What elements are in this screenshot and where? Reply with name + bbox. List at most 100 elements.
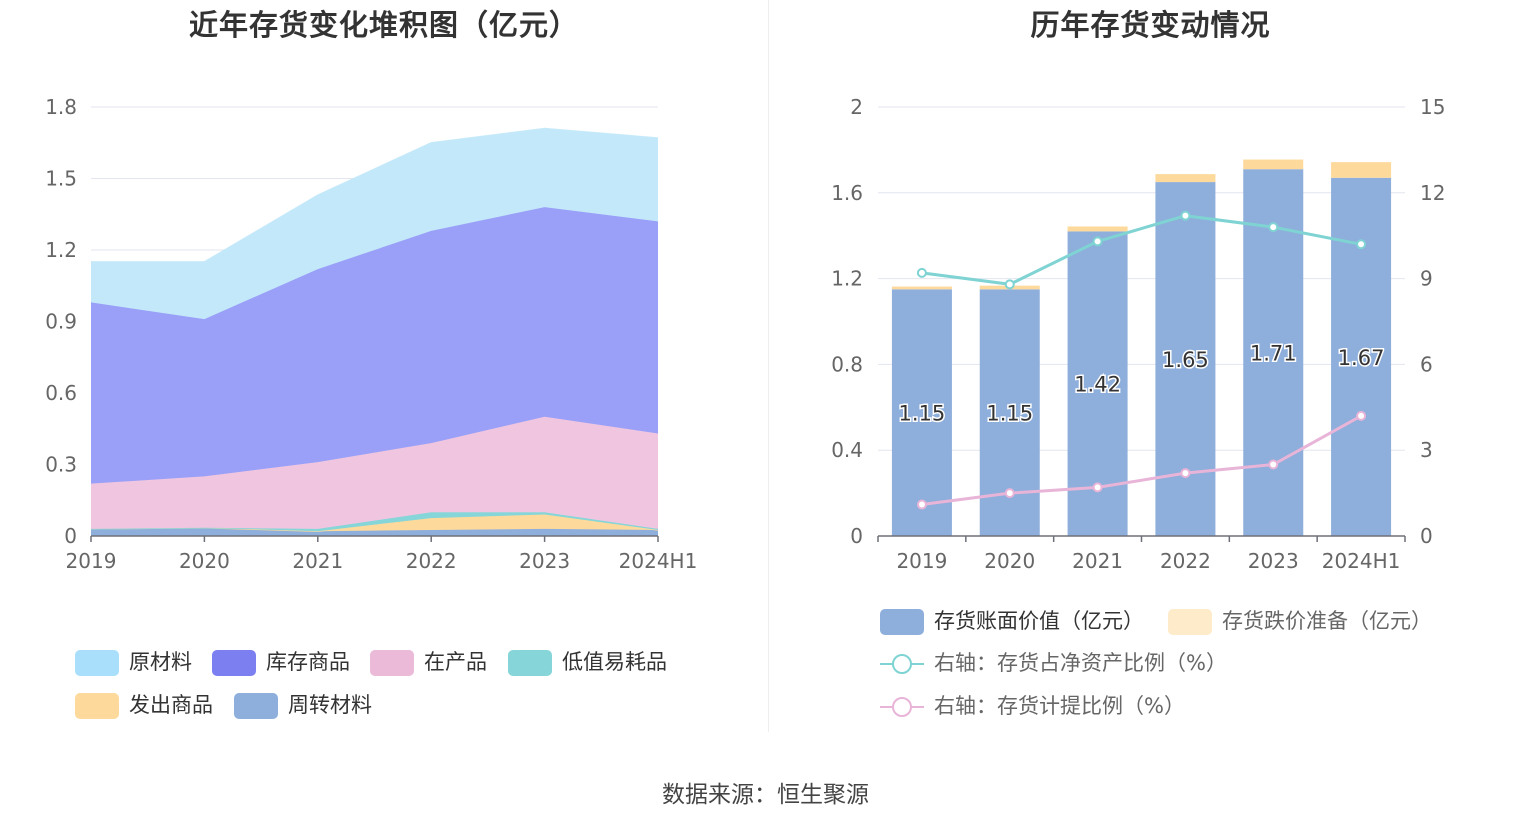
legend-item[interactable]: 周转材料 [234, 690, 372, 720]
legend-swatch [1168, 609, 1212, 635]
y-tick-label: 1.5 [45, 167, 77, 191]
x-tick-label: 2021 [292, 549, 343, 573]
line-point [1180, 210, 1191, 221]
legend-item[interactable]: 右轴：存货计提比例（%） [880, 691, 1185, 721]
legend-swatch [234, 693, 278, 719]
line-point [1356, 239, 1367, 250]
left-chart-title: 近年存货变化堆积图（亿元） [188, 8, 579, 42]
line-point [1356, 410, 1367, 421]
y-left-tick-label: 1.6 [831, 181, 863, 205]
right-chart-title: 历年存货变动情况 [1030, 8, 1271, 42]
x-tick-label: 2020 [984, 549, 1035, 573]
line-point [1180, 468, 1191, 479]
bar-impairment-reserve [1243, 159, 1304, 170]
line-inventory-to-net-assets [921, 214, 1362, 286]
legend-swatch [75, 650, 119, 676]
bar-impairment-reserve [1067, 226, 1128, 232]
legend-label: 周转材料 [288, 693, 372, 717]
line-point [1268, 459, 1279, 470]
bar-value-label: 1.15 [986, 402, 1033, 426]
legend-swatch [880, 651, 924, 677]
y-left-tick-label: 2 [850, 95, 863, 119]
right-chart-panel: 历年存货变动情况 0 0.4 0.8 1.2 1.6 2 0 3 6 9 12 15 1.15 1.15 1… [770, 0, 1531, 740]
data-source-note: 数据来源：恒生聚源 [662, 782, 869, 808]
area-发出商品 [91, 514, 658, 532]
y-tick-label: 0.6 [45, 381, 77, 405]
panel-divider [768, 0, 769, 732]
bar-book-value [1331, 177, 1392, 536]
area-edge-原材料 [91, 127, 659, 263]
area-原材料 [91, 128, 658, 320]
legend-label: 低值易耗品 [562, 650, 667, 674]
bar-value-label: 1.15 [899, 402, 946, 426]
legend-item[interactable]: 存货跌价准备（亿元） [1168, 606, 1432, 636]
x-tick-label: 2023 [1248, 549, 1299, 573]
line-point [1004, 488, 1015, 499]
legend-label: 右轴：存货计提比例（%） [934, 694, 1185, 718]
x-tick-label: 2023 [519, 549, 570, 573]
y-right-tick-label: 3 [1420, 438, 1433, 462]
bar-value-label: 1.67 [1338, 346, 1385, 370]
left-chart-panel: 近年存货变化堆积图（亿元） 0 0.3 0.6 0.9 1.2 1.5 1.8 2019 202… [0, 0, 768, 740]
legend-item[interactable]: 原材料 [75, 647, 192, 677]
y-tick-label: 0.3 [45, 453, 77, 477]
y-right-tick-label: 9 [1420, 267, 1433, 291]
y-left-tick-label: 1.2 [831, 267, 863, 291]
bar-value-label: 1.65 [1162, 348, 1209, 372]
x-tick-label: 2022 [406, 549, 457, 573]
area-低值易耗品 [91, 512, 658, 532]
stacked-area-chart: 0 0.3 0.6 0.9 1.2 1.5 1.8 2019 2020 2021 2022 2023 2… [45, 95, 698, 573]
y-left-tick-label: 0.4 [831, 438, 863, 462]
x-tick-label: 2020 [179, 549, 230, 573]
line-point [1092, 236, 1103, 247]
x-tick-label: 2024H1 [1322, 549, 1401, 573]
y-left-tick-label: 0 [850, 524, 863, 548]
legend-label: 发出商品 [129, 693, 213, 717]
x-tick-label: 2022 [1160, 549, 1211, 573]
line-point [916, 499, 927, 510]
legend-swatch [508, 650, 552, 676]
x-tick-label: 2019 [66, 549, 117, 573]
legend-item[interactable]: 低值易耗品 [508, 647, 667, 677]
legend-label: 右轴：存货占净资产比例（%） [934, 651, 1227, 675]
bar-impairment-reserve [1155, 174, 1216, 183]
legend-swatch [880, 694, 924, 720]
bar-impairment-reserve [1331, 162, 1392, 178]
bar-line-chart: 0 0.4 0.8 1.2 1.6 2 0 3 6 9 12 15 1.15 1.15 1.42 1.65 1.… [831, 95, 1445, 573]
line-point [916, 267, 927, 278]
legend-item[interactable]: 发出商品 [75, 690, 213, 720]
legend-swatch [75, 693, 119, 719]
area-库存商品 [91, 207, 658, 484]
y-tick-label: 1.8 [45, 95, 77, 119]
y-tick-label: 0.9 [45, 310, 77, 334]
bar-book-value [891, 289, 952, 536]
line-point [1004, 279, 1015, 290]
legend-label: 原材料 [129, 650, 192, 674]
legend-label: 在产品 [424, 650, 487, 674]
legend-item[interactable]: 库存商品 [212, 647, 350, 677]
legend-swatch [212, 650, 256, 676]
legend-item[interactable]: 存货账面价值（亿元） [880, 606, 1144, 636]
y-right-tick-label: 12 [1420, 181, 1445, 205]
bar-value-label: 1.71 [1250, 342, 1297, 366]
legend-item[interactable]: 在产品 [370, 647, 487, 677]
y-right-tick-label: 15 [1420, 95, 1445, 119]
line-point [1268, 222, 1279, 233]
legend-swatch [880, 609, 924, 635]
legend-swatch [370, 650, 414, 676]
y-left-tick-label: 0.8 [831, 352, 863, 376]
y-right-tick-label: 6 [1420, 352, 1433, 376]
bar-value-label: 1.42 [1074, 373, 1121, 397]
y-right-tick-label: 0 [1420, 524, 1433, 548]
legend-label: 存货账面价值（亿元） [934, 609, 1144, 633]
legend-item[interactable]: 右轴：存货占净资产比例（%） [880, 648, 1227, 678]
line-point [1092, 482, 1103, 493]
legend-label: 库存商品 [266, 650, 350, 674]
y-tick-label: 0 [64, 524, 77, 548]
area-在产品 [91, 416, 658, 529]
line-provision-ratio [921, 414, 1362, 506]
y-tick-label: 1.2 [45, 238, 77, 262]
legend-label: 存货跌价准备（亿元） [1222, 609, 1432, 633]
bar-impairment-reserve [891, 286, 952, 290]
x-tick-label: 2024H1 [619, 549, 698, 573]
